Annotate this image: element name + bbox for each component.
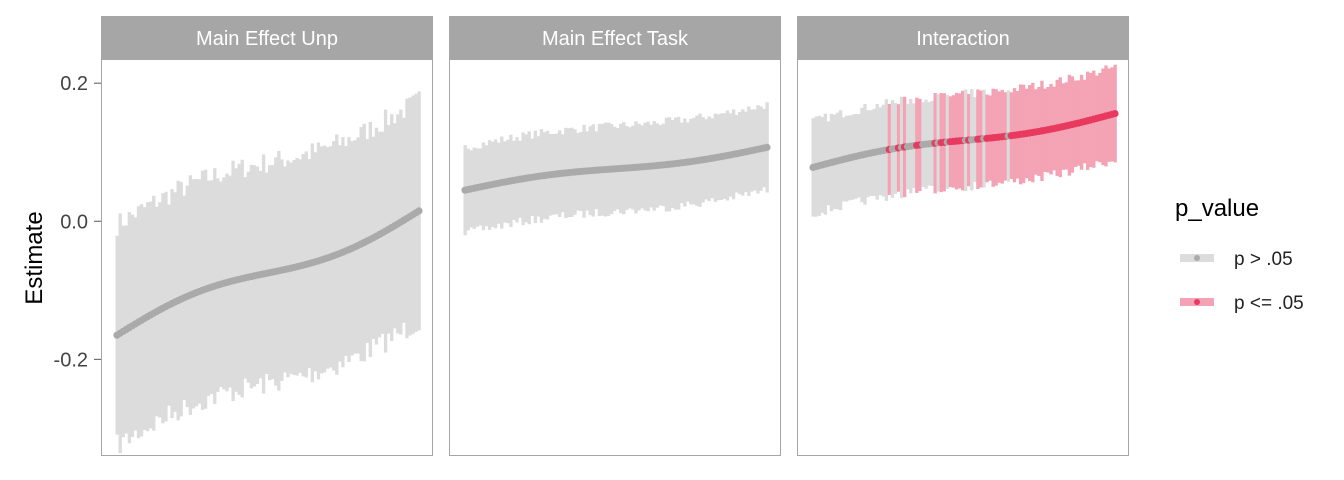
y-tick-label: 0.0 xyxy=(60,211,88,233)
legend-item-nonsig: p > .05 xyxy=(1180,249,1293,270)
point-estimates xyxy=(461,143,771,194)
legend-title: p_value xyxy=(1175,195,1259,222)
point-estimate xyxy=(763,143,771,151)
legend-label-nonsig: p > .05 xyxy=(1234,249,1293,270)
y-tick-label: 0.2 xyxy=(60,73,88,95)
facet-strip-label: Main Effect Unp xyxy=(196,28,338,50)
legend-key-point xyxy=(1194,299,1200,305)
facet-strip xyxy=(797,16,1129,59)
facet-strip xyxy=(101,16,433,59)
facet-panel: Main Effect Task xyxy=(449,16,781,456)
legend: p_value p > .05 p <= .05 xyxy=(1175,195,1304,314)
point-estimates xyxy=(113,207,423,339)
legend-label-sig: p <= .05 xyxy=(1234,293,1304,314)
y-axis-title: Estimate xyxy=(21,211,48,304)
facet-panel: Main Effect Unp xyxy=(101,16,433,456)
y-tick-label: -0.2 xyxy=(54,349,88,371)
facet-strip-label: Interaction xyxy=(916,28,1009,50)
facet-panels: Main Effect Unp Main Effect Task Interacti… xyxy=(101,16,1129,456)
facet-strip-label: Main Effect Task xyxy=(542,28,689,50)
legend-item-sig: p <= .05 xyxy=(1180,293,1304,314)
point-estimate xyxy=(415,207,423,215)
point-estimate xyxy=(1111,109,1119,118)
facet-strip xyxy=(449,16,781,59)
facet-panel: Interaction xyxy=(797,16,1129,456)
legend-key-point xyxy=(1194,255,1200,261)
point-estimates xyxy=(809,109,1119,171)
y-axis: -0.2 0.0 0.2 xyxy=(54,73,101,371)
